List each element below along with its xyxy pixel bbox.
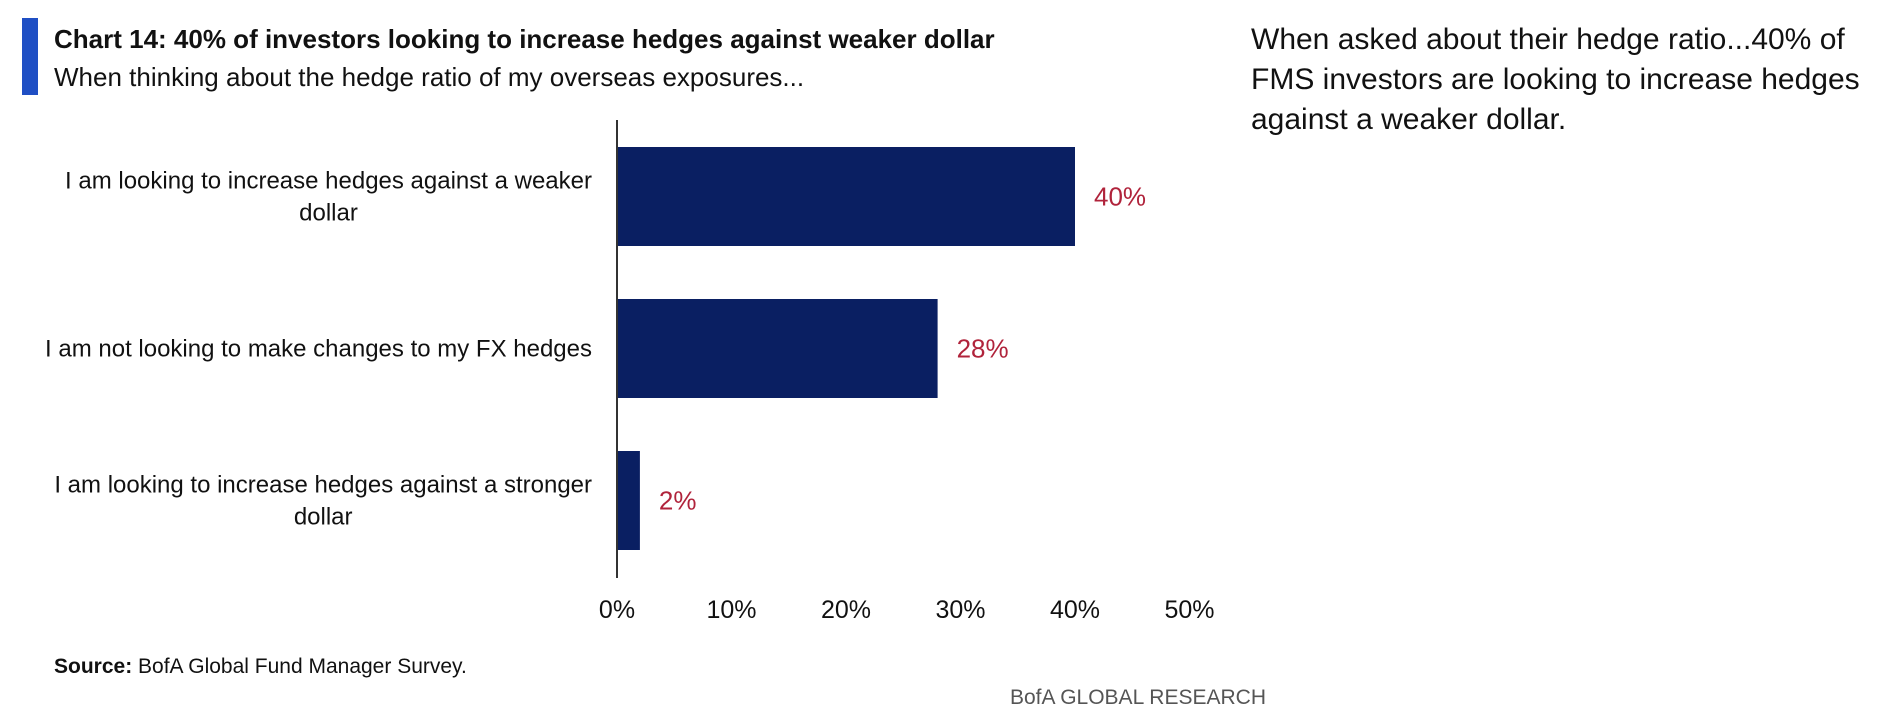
category-label-1-line-1: I am looking to increase hedges against … (65, 168, 592, 195)
x-tick-label-3: 20% (821, 596, 871, 624)
x-tick-label-1: 0% (599, 596, 635, 624)
category-label-2-line-1: I am not looking to make changes to my F… (45, 336, 592, 363)
data-label-3: 2% (659, 486, 697, 516)
source-text: BofA Global Fund Manager Survey. (138, 655, 467, 678)
branding-text: BofA GLOBAL RESEARCH (1010, 686, 1266, 709)
bar-1 (617, 147, 1075, 246)
x-tick-label-2: 10% (706, 596, 756, 624)
x-tick-label-4: 30% (935, 596, 985, 624)
data-label-2: 28% (957, 334, 1009, 364)
bar-2 (617, 299, 938, 398)
commentary-text: When asked about their hedge ratio...40%… (1251, 23, 1860, 136)
bar-3 (617, 451, 640, 550)
source-note: Source: BofA Global Fund Manager Survey. (54, 655, 467, 679)
x-tick-label-6: 50% (1164, 596, 1214, 624)
category-label-1-line-2: dollar (299, 200, 358, 227)
chart-subtitle: When thinking about the hedge ratio of m… (54, 62, 805, 92)
x-tick-label-5: 40% (1050, 596, 1100, 624)
data-label-1: 40% (1094, 182, 1146, 212)
bar-chart: 40% I am looking to increase hedges again… (45, 120, 1215, 624)
category-label-3-line-1: I am looking to increase hedges against … (54, 472, 592, 499)
title-accent-bar (22, 18, 38, 95)
source-label: Source: (54, 655, 133, 678)
category-label-3-line-2: dollar (294, 504, 353, 531)
chart-title: Chart 14: 40% of investors looking to in… (54, 24, 995, 54)
